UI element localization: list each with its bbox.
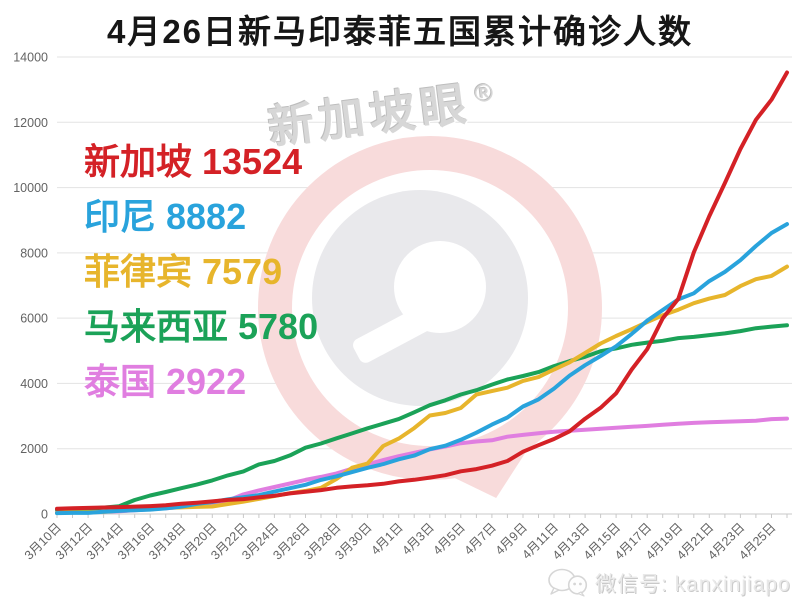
svg-text:3月26日: 3月26日	[270, 520, 312, 562]
x-axis: 3月10日3月12日3月14日3月16日3月18日3月20日3月22日3月24日…	[22, 513, 792, 563]
svg-text:4月21日: 4月21日	[674, 520, 716, 562]
svg-text:3月14日: 3月14日	[84, 520, 126, 562]
svg-text:4月17日: 4月17日	[612, 520, 654, 562]
series-line-thailand	[55, 416, 789, 515]
svg-text:3月12日: 3月12日	[53, 520, 95, 562]
svg-text:4月9日: 4月9日	[493, 520, 530, 557]
svg-text:4月13日: 4月13日	[550, 520, 592, 562]
svg-text:8000: 8000	[20, 246, 48, 260]
svg-text:3月30日: 3月30日	[332, 520, 374, 562]
svg-text:4月7日: 4月7日	[462, 520, 499, 557]
watermark-logo-tail	[432, 400, 560, 498]
watermark-logo-eye	[312, 190, 528, 406]
svg-text:4月1日: 4月1日	[368, 520, 405, 557]
svg-text:3月20日: 3月20日	[177, 520, 219, 562]
svg-text:3月24日: 3月24日	[239, 520, 281, 562]
wechat-footer: 微信号: kanxinjiapo	[548, 568, 791, 598]
svg-text:3月18日: 3月18日	[146, 520, 188, 562]
svg-text:6000: 6000	[20, 312, 48, 326]
svg-text:4月15日: 4月15日	[581, 520, 623, 562]
svg-text:12000: 12000	[13, 116, 48, 130]
legend-item-philippines: 菲律宾 7579	[84, 251, 283, 292]
legend-item-singapore: 新加坡 13524	[84, 141, 303, 182]
watermark-logo-pupil	[394, 241, 486, 333]
wechat-id-text: 微信号: kanxinjiapo	[595, 573, 791, 596]
legend: 新加坡 13524 印尼 8882 菲律宾 7579 马来西亚 5780 泰国 2922	[84, 134, 318, 409]
svg-text:4月11日: 4月11日	[519, 520, 561, 562]
registered-mark: ®	[473, 78, 495, 109]
watermark-logo-highlight	[350, 304, 434, 366]
svg-text:3月22日: 3月22日	[208, 520, 250, 562]
svg-text:4000: 4000	[20, 377, 48, 391]
svg-text:4月19日: 4月19日	[643, 520, 685, 562]
legend-item-indonesia: 印尼 8882	[84, 196, 247, 237]
svg-text:4月23日: 4月23日	[705, 520, 747, 562]
svg-text:0: 0	[41, 508, 48, 522]
legend-item-thailand: 泰国 2922	[84, 361, 247, 402]
svg-text:10000: 10000	[13, 181, 48, 195]
svg-text:2000: 2000	[20, 442, 48, 456]
svg-text:4月25日: 4月25日	[736, 520, 778, 562]
wechat-icon	[548, 568, 588, 597]
svg-text:3月16日: 3月16日	[115, 520, 157, 562]
svg-text:3月28日: 3月28日	[301, 520, 343, 562]
svg-text:4月5日: 4月5日	[431, 520, 468, 557]
svg-text:4月3日: 4月3日	[400, 520, 437, 557]
legend-item-malaysia: 马来西亚 5780	[84, 306, 319, 347]
chart-title: 4月26日新马印泰菲五国累计确诊人数	[106, 13, 694, 50]
svg-text:3月10日: 3月10日	[22, 520, 64, 562]
